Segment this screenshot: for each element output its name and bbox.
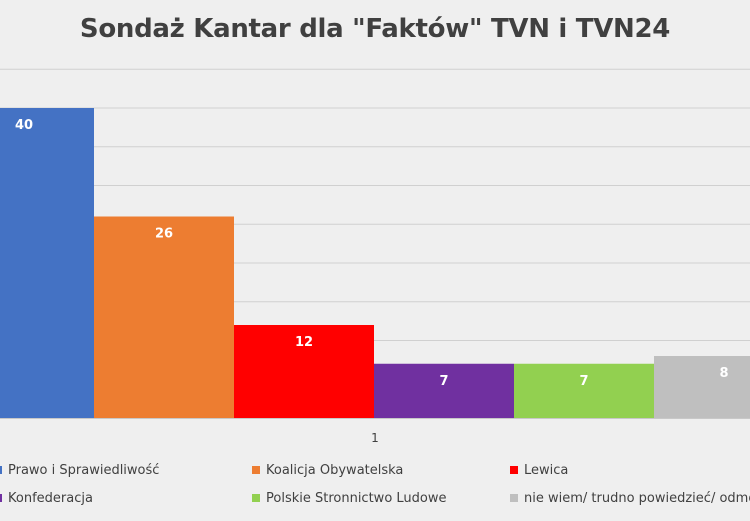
- bar: [654, 356, 750, 418]
- legend-item: nie wiem/ trudno powiedzieć/ odmowa: [510, 489, 750, 509]
- legend-label: Lewica: [524, 463, 569, 478]
- data-label: 8: [719, 366, 728, 381]
- legend-row: Konfederacja Polskie Stronnictwo Ludowe ni…: [0, 489, 750, 509]
- legend-label: Prawo i Sprawiedliwość: [8, 463, 160, 478]
- legend-item: Lewica: [510, 461, 568, 481]
- legend-label: Konfederacja: [8, 491, 93, 506]
- legend-item: Konfederacja: [0, 489, 93, 509]
- legend-swatch: [0, 494, 2, 502]
- bar: [234, 325, 374, 418]
- bar: [514, 363, 654, 418]
- bar: [94, 216, 234, 418]
- data-label: 7: [439, 374, 448, 389]
- legend-swatch: [0, 466, 2, 474]
- data-label: 7: [579, 374, 588, 389]
- legend-label: Koalicja Obywatelska: [266, 463, 404, 478]
- legend-swatch: [510, 466, 518, 474]
- legend-swatch: [510, 494, 518, 502]
- chart-title: Sondaż Kantar dla "Faktów" TVN i TVN24: [79, 14, 671, 44]
- bar: [0, 108, 94, 418]
- data-label: 40: [15, 118, 33, 133]
- x-tick-label: 1: [371, 431, 379, 445]
- legend-item: Prawo i Sprawiedliwość: [0, 461, 159, 481]
- legend-row: Prawo i Sprawiedliwość Koalicja Obywatels…: [0, 461, 750, 481]
- legend-item: Polskie Stronnictwo Ludowe: [252, 489, 447, 509]
- bar: [374, 363, 514, 418]
- data-label: 26: [155, 227, 173, 242]
- legend-swatch: [252, 494, 260, 502]
- legend-label: Polskie Stronnictwo Ludowe: [266, 491, 447, 506]
- data-label: 12: [295, 335, 313, 350]
- legend-swatch: [252, 466, 260, 474]
- legend-label: nie wiem/ trudno powiedzieć/ odmowa: [524, 491, 750, 506]
- legend-item: Koalicja Obywatelska: [252, 461, 403, 481]
